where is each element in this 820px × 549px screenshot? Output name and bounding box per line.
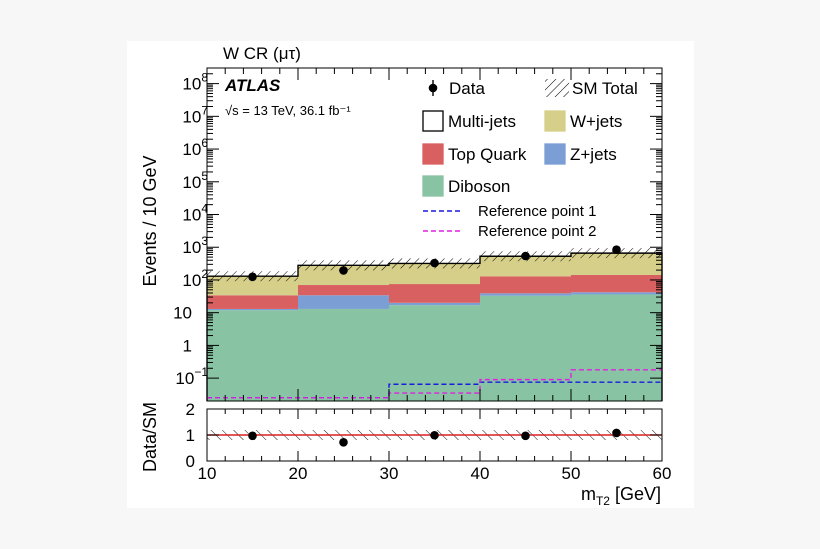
legend-data-marker	[428, 83, 438, 93]
y-tick-label-8: 107	[182, 103, 208, 126]
x-tick-label-4: 50	[562, 464, 581, 483]
y-tick-label-3: 102	[182, 267, 208, 290]
legend-reference-point-1-label: Reference point 1	[478, 203, 596, 220]
legend-multi-jets-label: Multi-jets	[448, 112, 516, 131]
y-tick-label-4: 103	[182, 234, 208, 257]
bar-top-quark-1	[298, 285, 389, 296]
bar-diboson-1	[298, 308, 389, 401]
atlas-label: ATLAS	[224, 76, 281, 95]
legend-reference-point-2-label: Reference point 2	[478, 223, 596, 240]
legend-sm-total-label: SM Total	[572, 79, 638, 98]
legend-data-label: Data	[449, 79, 485, 98]
data-point-2	[430, 258, 439, 268]
legend-sm-total-swatch	[545, 79, 569, 97]
bar-z-jets-2	[389, 302, 480, 306]
y-tick-label-6: 105	[182, 169, 208, 192]
bar-top-quark-2	[389, 284, 480, 303]
x-axis-label: mT2 [GeV]	[581, 484, 661, 508]
y-tick-label-0: 10−1	[175, 365, 208, 388]
bar-diboson-2	[389, 305, 480, 401]
data-point-1	[339, 266, 348, 275]
main-panel: 10−1 1 10 102 103 104 105 106 107 108	[173, 67, 663, 402]
chart-title: W CR (μτ)	[223, 44, 301, 63]
y-tick-label-5: 104	[182, 202, 208, 225]
y-tick-label-9: 108	[182, 71, 208, 94]
x-tick-label-1: 20	[289, 464, 308, 483]
ratio-point-2	[430, 430, 439, 440]
bar-diboson-0	[207, 310, 298, 401]
bar-diboson-4	[571, 294, 662, 401]
y-tick-label-1: 1	[183, 336, 192, 355]
bar-z-jets-3	[480, 293, 571, 296]
legend-top-quark-label: Top Quark	[448, 145, 527, 164]
reference-line-2	[207, 369, 662, 399]
bar-z-jets-1	[298, 295, 389, 309]
legend-multi-jets-swatch	[422, 110, 444, 132]
bar-w-jets-4	[571, 253, 662, 275]
y-tick-label-2: 10	[173, 304, 192, 323]
legend-diboson-swatch	[422, 175, 444, 197]
atlas-mt2-figure: W CR (μτ) 10−1 1 10 102 103 104 105 106 107 108 0…	[127, 41, 694, 508]
ratio-point-1	[339, 437, 348, 447]
data-point-3	[521, 251, 530, 261]
ratio-point-0	[248, 431, 257, 441]
bar-z-jets-4	[571, 292, 662, 295]
y-tick-label-7: 106	[182, 136, 208, 159]
data-point-4	[612, 245, 621, 255]
legend-diboson-label: Diboson	[448, 177, 510, 196]
x-tick-label-0: 10	[198, 464, 217, 483]
ratio-y-tick-label-1: 1	[186, 426, 195, 445]
energy-lumi-label: √s = 13 TeV, 36.1 fb⁻¹	[225, 103, 351, 118]
legend-z-jets-swatch	[544, 143, 566, 165]
data-point-0	[248, 272, 257, 282]
legend-w-jets-swatch	[544, 110, 566, 132]
bar-top-quark-0	[207, 295, 298, 309]
main-frame	[206, 67, 663, 402]
legend-w-jets-label: W+jets	[570, 112, 622, 131]
legend-z-jets-label: Z+jets	[570, 145, 617, 164]
ratio-panel: 0 1 2 10 20 30 40 50 60	[186, 400, 672, 483]
bar-z-jets-0	[207, 308, 298, 311]
ratio-point-4	[612, 428, 621, 438]
bar-top-quark-4	[571, 274, 662, 293]
legend-top-quark-swatch	[422, 143, 444, 165]
bar-w-jets-2	[389, 263, 480, 285]
x-tick-label-3: 40	[471, 464, 490, 483]
y-axis-label: Events / 10 GeV	[140, 155, 160, 286]
bar-diboson-3	[480, 295, 571, 401]
x-tick-label-2: 30	[380, 464, 399, 483]
ratio-y-axis-label: Data/SM	[140, 402, 160, 472]
x-tick-label-5: 60	[653, 464, 672, 483]
bar-w-jets-3	[480, 256, 571, 277]
ratio-y-tick-label-0: 0	[186, 452, 195, 471]
legend: Data SM Total Multi-jets W+jets Top Quark Z+j…	[422, 79, 638, 240]
bar-top-quark-3	[480, 276, 571, 294]
ratio-point-3	[521, 431, 530, 441]
ratio-y-tick-label-2: 2	[186, 400, 195, 419]
